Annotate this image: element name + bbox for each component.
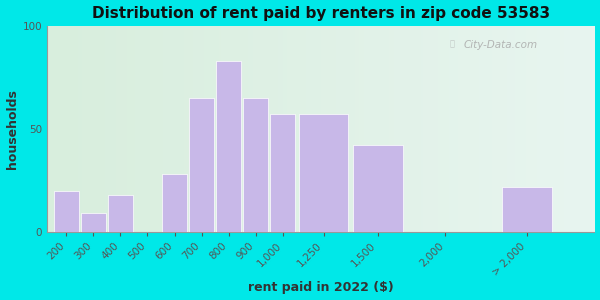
Bar bbox=[189, 98, 214, 232]
Bar bbox=[244, 98, 268, 232]
Bar bbox=[216, 61, 241, 232]
Y-axis label: households: households bbox=[5, 89, 19, 169]
Bar bbox=[299, 114, 349, 232]
Text: 🔍: 🔍 bbox=[449, 39, 454, 48]
X-axis label: rent paid in 2022 ($): rent paid in 2022 ($) bbox=[248, 281, 394, 294]
Bar bbox=[108, 195, 133, 232]
Title: Distribution of rent paid by renters in zip code 53583: Distribution of rent paid by renters in … bbox=[92, 6, 550, 21]
Bar bbox=[502, 187, 551, 232]
Bar bbox=[54, 190, 79, 232]
Bar bbox=[81, 213, 106, 232]
Bar bbox=[162, 174, 187, 232]
Bar bbox=[353, 145, 403, 232]
Text: City-Data.com: City-Data.com bbox=[463, 40, 537, 50]
Bar bbox=[271, 114, 295, 232]
